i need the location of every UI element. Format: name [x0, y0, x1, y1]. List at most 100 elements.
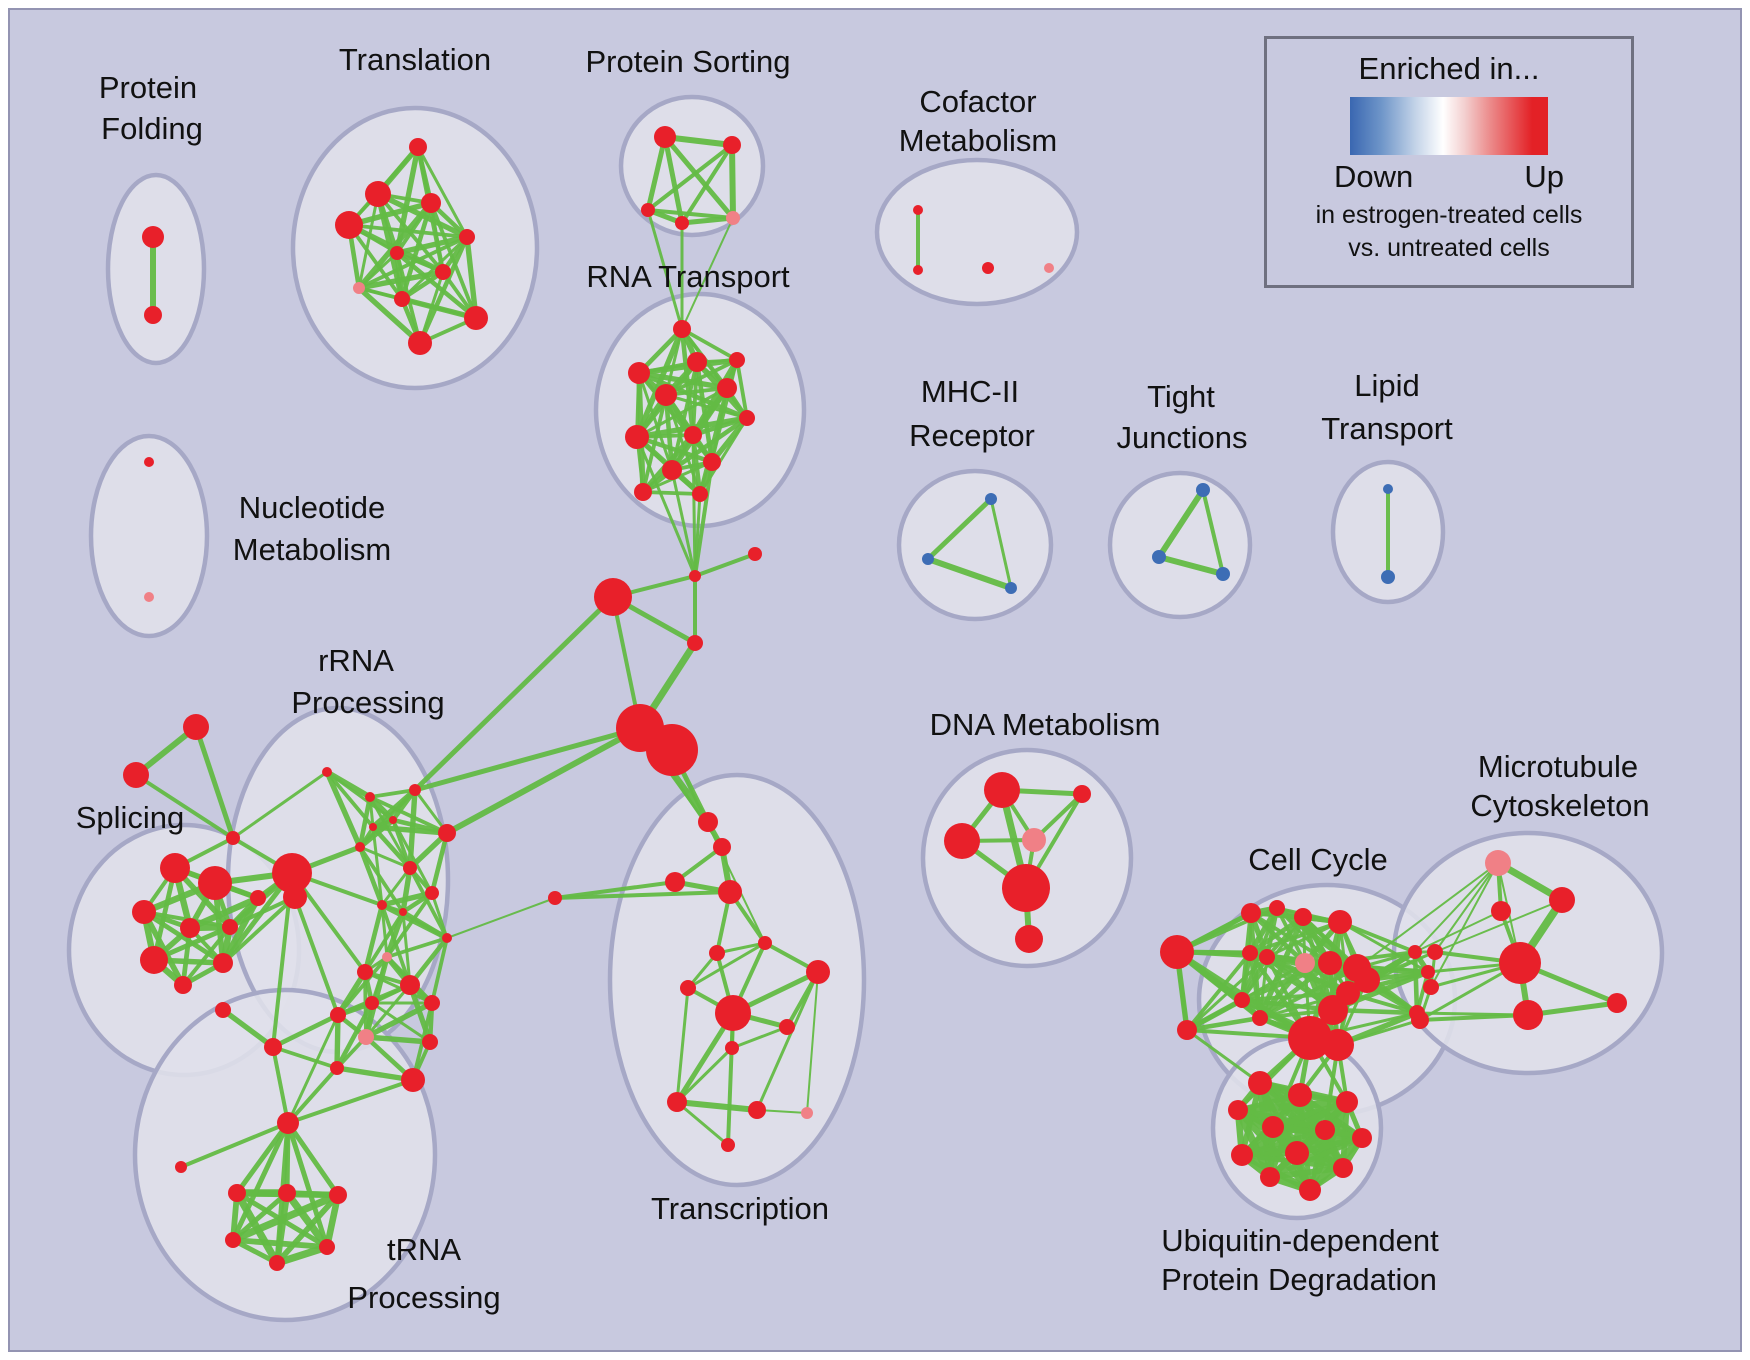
node-rrna-processing-0[interactable] — [322, 767, 332, 777]
node-connectors-5[interactable] — [646, 724, 698, 776]
node-rrna-processing-3[interactable] — [369, 823, 377, 831]
node-translation-7[interactable] — [353, 282, 365, 294]
node-trna-processing-7[interactable] — [269, 1255, 285, 1271]
node-transcription-1[interactable] — [713, 838, 731, 856]
node-rrna-processing-20[interactable] — [401, 1068, 425, 1092]
node-cell-cycle-13[interactable] — [1252, 1010, 1268, 1026]
node-splicing-2[interactable] — [226, 831, 240, 845]
node-cell-cycle-11[interactable] — [1354, 967, 1380, 993]
node-ubiquitin-degradation-9[interactable] — [1333, 1158, 1353, 1178]
node-transcription-3[interactable] — [718, 880, 742, 904]
node-cell-cycle-16[interactable] — [1288, 1016, 1332, 1060]
node-splicing-7[interactable] — [222, 919, 238, 935]
node-connectors-2[interactable] — [594, 578, 632, 616]
node-rna-transport-2[interactable] — [628, 362, 650, 384]
node-transcription-7[interactable] — [806, 960, 830, 984]
node-protein-sorting-0[interactable] — [654, 126, 676, 148]
node-rna-transport-12[interactable] — [692, 486, 708, 502]
node-rrna-processing-9[interactable] — [377, 900, 387, 910]
node-rrna-processing-11[interactable] — [382, 952, 392, 962]
node-mhc-ii-receptor-2[interactable] — [1005, 582, 1017, 594]
node-nucleotide-metabolism-1[interactable] — [144, 592, 154, 602]
node-translation-8[interactable] — [394, 291, 410, 307]
node-transcription-15[interactable] — [721, 1138, 735, 1152]
node-cell-cycle-15[interactable] — [1336, 981, 1360, 1005]
node-splicing-5[interactable] — [132, 900, 156, 924]
node-ubiquitin-degradation-10[interactable] — [1260, 1167, 1280, 1187]
node-transcription-14[interactable] — [801, 1107, 813, 1119]
node-ubiquitin-degradation-6[interactable] — [1352, 1128, 1372, 1148]
node-rna-transport-7[interactable] — [729, 352, 745, 368]
node-ubiquitin-degradation-11[interactable] — [1299, 1179, 1321, 1201]
node-rna-transport-8[interactable] — [739, 410, 755, 426]
node-rrna-processing-6[interactable] — [438, 824, 456, 842]
node-dna-metabolism-2[interactable] — [944, 823, 980, 859]
node-cell-cycle-18[interactable] — [1408, 945, 1422, 959]
node-nucleotide-metabolism-0[interactable] — [144, 457, 154, 467]
node-dna-metabolism-1[interactable] — [1073, 785, 1091, 803]
node-mhc-ii-receptor-1[interactable] — [922, 553, 934, 565]
node-transcription-0[interactable] — [698, 812, 718, 832]
node-lipid-transport-1[interactable] — [1381, 570, 1395, 584]
node-rrna-processing-4[interactable] — [389, 816, 397, 824]
node-cell-cycle-1[interactable] — [1177, 1020, 1197, 1040]
node-rrna-processing-19[interactable] — [422, 1034, 438, 1050]
node-cell-cycle-19[interactable] — [1421, 965, 1435, 979]
node-cell-cycle-14[interactable] — [1318, 995, 1348, 1025]
node-rna-transport-4[interactable] — [655, 384, 677, 406]
node-translation-6[interactable] — [435, 264, 451, 280]
node-splicing-12[interactable] — [272, 853, 312, 893]
node-rna-transport-5[interactable] — [625, 425, 649, 449]
node-translation-10[interactable] — [408, 331, 432, 355]
node-trna-processing-2[interactable] — [228, 1184, 246, 1202]
node-rna-transport-6[interactable] — [684, 426, 702, 444]
node-dna-metabolism-5[interactable] — [1015, 925, 1043, 953]
node-trna-processing-3[interactable] — [278, 1184, 296, 1202]
node-microtubule-cytoskeleton-2[interactable] — [1491, 901, 1511, 921]
node-trna-processing-5[interactable] — [225, 1232, 241, 1248]
node-translation-4[interactable] — [459, 229, 475, 245]
node-translation-2[interactable] — [421, 193, 441, 213]
node-rna-transport-9[interactable] — [703, 453, 721, 471]
node-trna-processing-6[interactable] — [319, 1239, 335, 1255]
node-transcription-9[interactable] — [715, 995, 751, 1031]
node-rrna-processing-12[interactable] — [442, 933, 452, 943]
node-cell-cycle-9[interactable] — [1318, 951, 1342, 975]
node-protein-folding-1[interactable] — [144, 306, 162, 324]
node-cofactor-metabolism-0[interactable] — [913, 205, 923, 215]
node-microtubule-cytoskeleton-8[interactable] — [1411, 1011, 1429, 1029]
node-ubiquitin-degradation-7[interactable] — [1231, 1144, 1253, 1166]
node-trna-processing-4[interactable] — [329, 1186, 347, 1204]
node-rrna-processing-18[interactable] — [358, 1029, 374, 1045]
node-tight-junctions-2[interactable] — [1216, 567, 1230, 581]
node-protein-sorting-1[interactable] — [723, 136, 741, 154]
node-cell-cycle-3[interactable] — [1269, 900, 1285, 916]
node-connectors-0[interactable] — [689, 570, 701, 582]
node-cell-cycle-5[interactable] — [1328, 910, 1352, 934]
node-transcription-2[interactable] — [665, 872, 685, 892]
node-microtubule-cytoskeleton-5[interactable] — [1607, 993, 1627, 1013]
node-rna-transport-3[interactable] — [717, 378, 737, 398]
node-microtubule-cytoskeleton-1[interactable] — [1549, 887, 1575, 913]
node-ubiquitin-degradation-4[interactable] — [1262, 1116, 1284, 1138]
node-dna-metabolism-0[interactable] — [984, 772, 1020, 808]
node-rrna-processing-8[interactable] — [425, 886, 439, 900]
node-splicing-9[interactable] — [174, 976, 192, 994]
node-cell-cycle-17[interactable] — [1322, 1029, 1354, 1061]
node-dna-metabolism-4[interactable] — [1002, 864, 1050, 912]
node-tight-junctions-1[interactable] — [1152, 550, 1166, 564]
node-ubiquitin-degradation-1[interactable] — [1288, 1083, 1312, 1107]
node-microtubule-cytoskeleton-4[interactable] — [1513, 1000, 1543, 1030]
node-cell-cycle-0[interactable] — [1160, 935, 1194, 969]
node-rrna-processing-2[interactable] — [409, 784, 421, 796]
node-cofactor-metabolism-2[interactable] — [982, 262, 994, 274]
node-ubiquitin-degradation-5[interactable] — [1315, 1120, 1335, 1140]
node-rrna-processing-16[interactable] — [330, 1007, 346, 1023]
node-microtubule-cytoskeleton-7[interactable] — [1423, 979, 1439, 995]
node-transcription-10[interactable] — [779, 1019, 795, 1035]
node-ubiquitin-degradation-3[interactable] — [1228, 1100, 1248, 1120]
node-connectors-3[interactable] — [687, 635, 703, 651]
node-translation-3[interactable] — [335, 211, 363, 239]
node-connectors-1[interactable] — [748, 547, 762, 561]
node-splicing-1[interactable] — [123, 762, 149, 788]
